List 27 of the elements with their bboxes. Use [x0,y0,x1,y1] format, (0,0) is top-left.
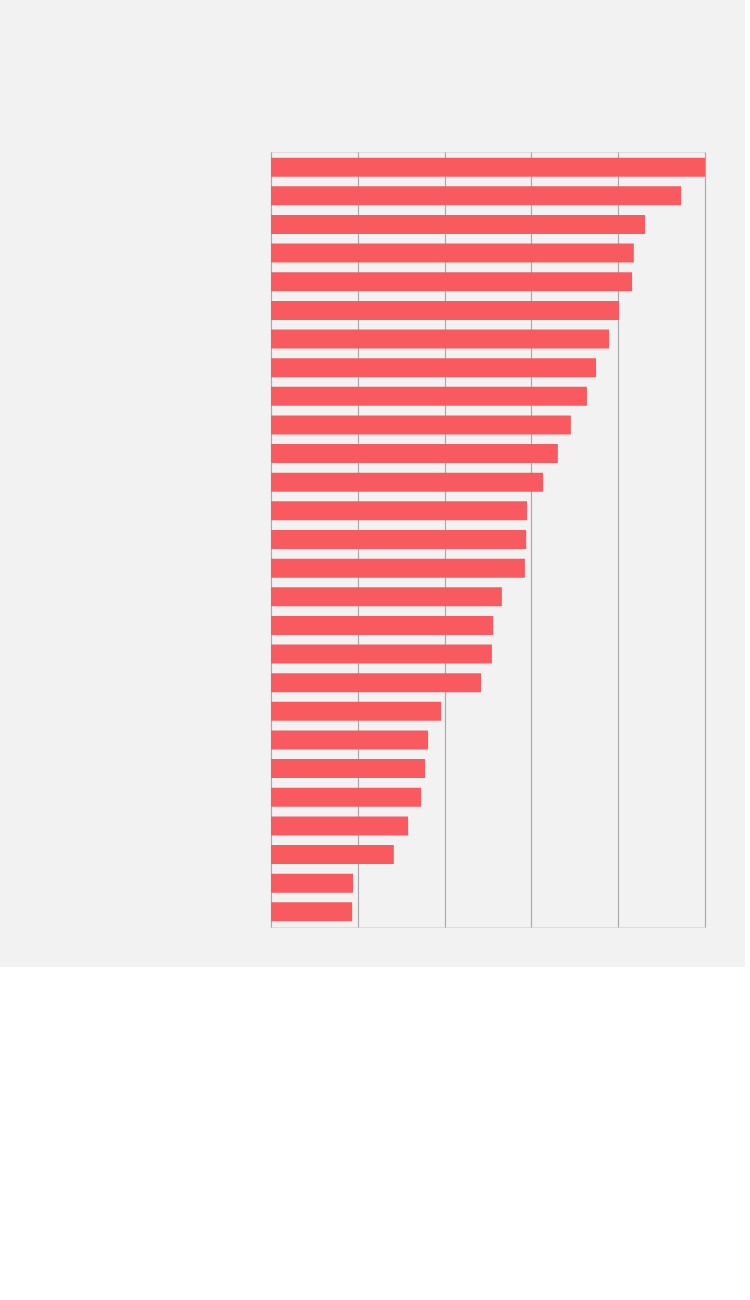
bar [271,214,646,234]
bar [271,673,482,693]
bar [271,587,502,607]
bar [271,501,528,521]
bar [271,472,544,492]
bar [271,644,492,664]
bar [271,845,394,865]
bar [271,358,597,378]
bar [271,186,682,206]
bar [271,157,705,177]
bar [271,300,620,320]
bar [271,386,587,406]
bar [271,787,422,807]
bar [271,329,610,349]
bar [271,759,426,779]
bar [271,816,409,836]
bar [271,530,527,549]
bar [271,873,354,893]
bar [271,902,353,922]
bar [271,701,442,721]
bar [271,415,571,435]
bar [271,243,634,263]
bar [271,615,494,635]
bar [271,444,558,464]
bar [271,272,633,292]
bar [271,558,525,578]
bar [271,730,429,750]
